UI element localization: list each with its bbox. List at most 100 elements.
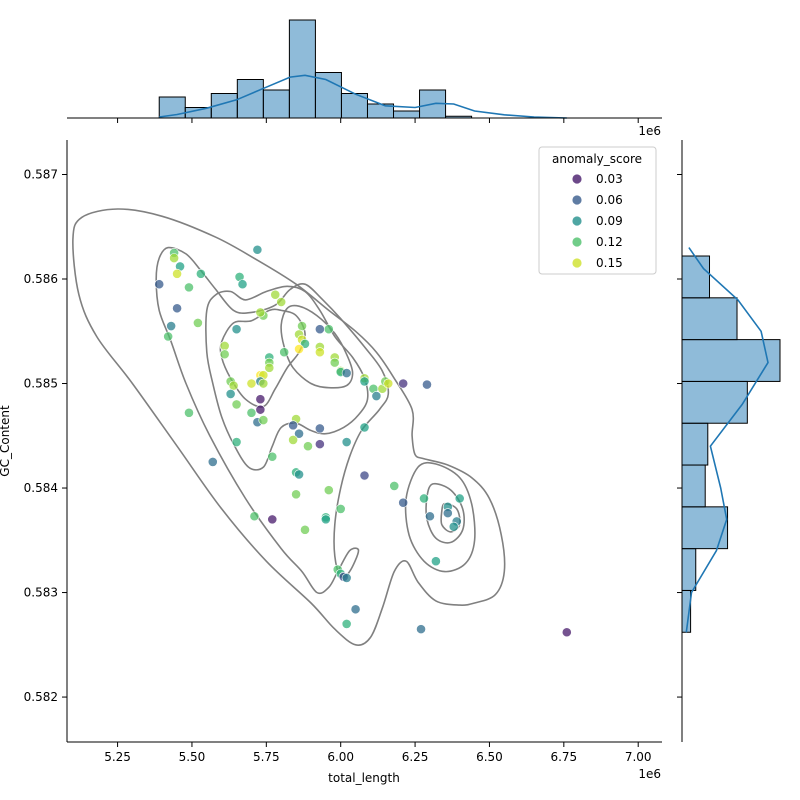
main-axes: 5.25 5.50 5.75 6.00 6.25 6.50 6.75 7.00 0.582 0.5… bbox=[24, 140, 662, 764]
scatter-point bbox=[258, 378, 269, 389]
y-marginal-bar bbox=[681, 297, 738, 341]
scatter-point bbox=[166, 321, 177, 331]
scatter-point bbox=[195, 268, 206, 279]
scatter-point bbox=[219, 340, 230, 351]
y-marginal-bar bbox=[681, 506, 729, 550]
x-marginal-kde bbox=[159, 74, 567, 119]
legend-title: anomaly_score bbox=[552, 152, 642, 166]
scatter-point bbox=[297, 321, 307, 331]
scatter-point bbox=[276, 297, 287, 307]
scatter-point bbox=[288, 420, 298, 431]
scatter-point bbox=[219, 349, 230, 360]
legend-label: 0.03 bbox=[596, 172, 623, 186]
y-tick-label: 0.585 bbox=[24, 377, 58, 391]
scatter-point bbox=[154, 279, 165, 290]
scatter-point bbox=[270, 289, 281, 300]
legend-marker bbox=[572, 258, 582, 268]
x-marginal-bar bbox=[236, 79, 264, 119]
legend-frame bbox=[538, 146, 657, 275]
scatter-point bbox=[389, 481, 400, 491]
scatter-point bbox=[419, 493, 429, 504]
legend-marker bbox=[572, 216, 582, 226]
y-marginal-bar bbox=[681, 255, 711, 299]
scatter-point bbox=[169, 253, 179, 264]
scatter-point bbox=[359, 376, 370, 387]
scatter-point bbox=[341, 618, 352, 629]
scatter-point bbox=[279, 347, 290, 358]
scatter-point bbox=[454, 493, 465, 504]
scatter-point bbox=[425, 511, 435, 522]
kde-contour-7 bbox=[440, 502, 461, 533]
legend-items: 0.03 0.06 0.09 0.12 0.15 bbox=[572, 172, 623, 270]
scatter-point bbox=[294, 469, 304, 480]
scatter-point bbox=[323, 485, 334, 496]
x-marginal-bar bbox=[288, 19, 316, 119]
x-tick-label: 6.75 bbox=[550, 750, 577, 764]
scatter-point bbox=[264, 362, 275, 373]
y-marginal-bar bbox=[681, 422, 709, 466]
scatter-point bbox=[341, 573, 352, 583]
scatter-point bbox=[442, 508, 453, 519]
scatter-point bbox=[359, 470, 370, 481]
legend-marker bbox=[572, 174, 582, 184]
scatter-point bbox=[237, 279, 248, 290]
scatter-point bbox=[341, 368, 352, 378]
scatter-point bbox=[184, 282, 194, 293]
scatter-point bbox=[288, 435, 298, 445]
y-tick-label: 0.586 bbox=[24, 272, 58, 286]
y-tick-label: 0.587 bbox=[24, 167, 58, 181]
scatter-point bbox=[255, 404, 266, 415]
x-tick-label: 5.50 bbox=[179, 750, 206, 764]
scatter-point bbox=[341, 437, 352, 447]
x-offset-label-main: 1e6 bbox=[638, 767, 661, 781]
scatter-point bbox=[184, 407, 194, 418]
x-marginal-bar bbox=[393, 110, 421, 119]
scatter-points bbox=[154, 244, 572, 638]
scatter-point bbox=[422, 379, 432, 390]
x-axis-label: total_length bbox=[328, 771, 400, 785]
scatter-point bbox=[291, 489, 301, 500]
scatter-point bbox=[303, 441, 313, 452]
y-tick-label: 0.582 bbox=[24, 690, 58, 704]
y-marginal-bar bbox=[681, 380, 748, 424]
kde-contour-5 bbox=[404, 461, 476, 573]
scatter-point bbox=[249, 511, 260, 522]
scatter-point bbox=[246, 407, 257, 418]
scatter-point bbox=[383, 378, 394, 389]
y-tick-label: 0.584 bbox=[24, 481, 58, 495]
scatter-point bbox=[314, 347, 325, 358]
scatter-point bbox=[430, 556, 441, 567]
scatter-point bbox=[294, 344, 304, 354]
scatter-point bbox=[561, 627, 572, 638]
legend-marker bbox=[572, 237, 582, 247]
scatter-point bbox=[228, 380, 239, 391]
scatter-point bbox=[329, 357, 340, 368]
y-marginal-bar bbox=[681, 464, 706, 508]
scatter-point bbox=[294, 428, 304, 439]
scatter-point bbox=[255, 307, 266, 318]
legend-label: 0.15 bbox=[596, 256, 623, 270]
scatter-point bbox=[225, 389, 236, 399]
y-marginal-kde bbox=[685, 247, 769, 633]
scatter-point bbox=[267, 451, 278, 462]
scatter-point bbox=[207, 457, 218, 467]
scatter-point bbox=[258, 415, 269, 425]
y-axis-label: GC_Content bbox=[0, 405, 12, 477]
x-tick-label: 5.25 bbox=[104, 750, 131, 764]
scatter-point bbox=[192, 317, 203, 328]
scatter-point bbox=[246, 378, 257, 389]
scatter-point bbox=[314, 324, 325, 335]
y-tick-label: 0.583 bbox=[24, 586, 58, 600]
legend-label: 0.09 bbox=[596, 214, 623, 228]
x-tick-label: 6.25 bbox=[402, 750, 429, 764]
x-tick-label: 6.00 bbox=[327, 750, 354, 764]
scatter-point bbox=[314, 423, 325, 434]
x-marginal-bar bbox=[314, 72, 342, 119]
scatter-point bbox=[231, 437, 242, 447]
kde-contour-1 bbox=[155, 246, 390, 595]
x-tick-label: 5.75 bbox=[253, 750, 280, 764]
x-marginal-bar bbox=[262, 89, 290, 119]
scatter-point bbox=[300, 524, 310, 535]
